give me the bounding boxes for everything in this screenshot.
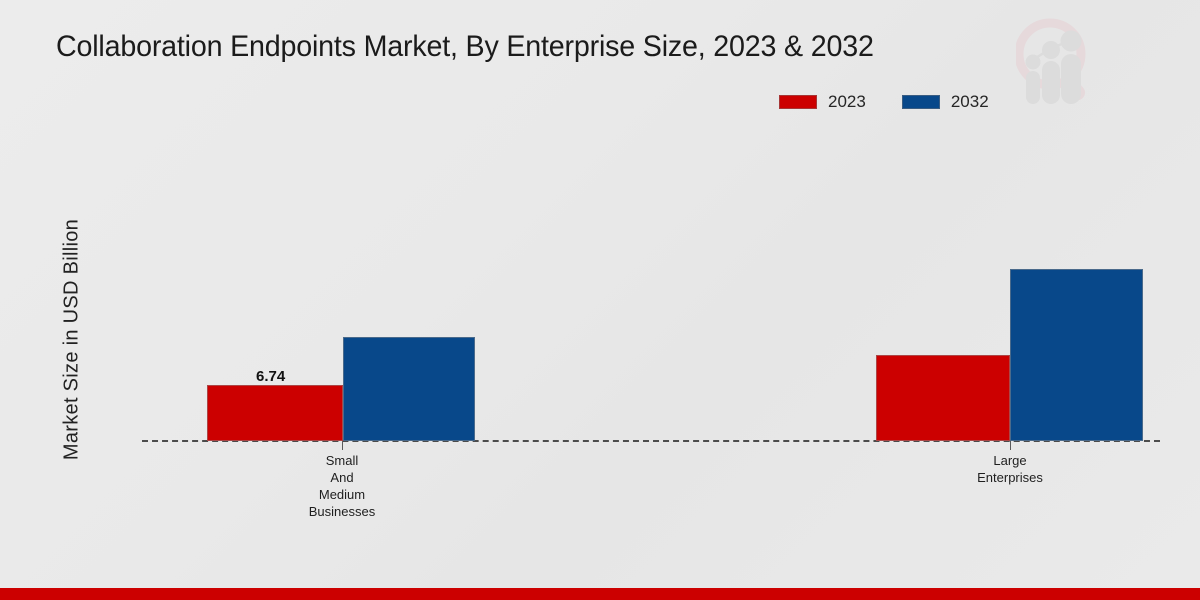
legend-item-2023[interactable]: 2023 [779,92,866,112]
legend-swatch-2023 [779,95,817,109]
category-line: Large [993,453,1027,468]
bar-2023-large[interactable] [876,355,1010,441]
category-line: Businesses [308,504,376,519]
category-line: Medium [318,487,366,502]
legend-item-2032[interactable]: 2032 [901,92,989,112]
category-line: And [330,470,354,485]
category-line: Small [325,453,359,468]
bar-2023-smb[interactable] [207,385,343,441]
page-title: Collaboration Endpoints Market, By Enter… [56,30,874,63]
legend-swatch-2032 [901,95,940,109]
x-axis-tick-2 [1010,441,1011,450]
bar-value-label-2023-smb: 6.74 [256,368,286,385]
bar-2032-large[interactable] [1010,269,1143,441]
x-axis-baseline [142,440,1160,442]
bar-2032-smb[interactable] [343,337,475,441]
category-line: Enterprises [977,470,1043,485]
x-axis-tick-1 [342,441,343,450]
x-axis-category-label-large: Large Enterprises [939,452,1081,486]
chart-legend: 2023 2032 [779,92,989,112]
legend-label-2023: 2023 [828,92,866,111]
x-axis-category-label-smb: Small And Medium Businesses [271,452,413,520]
legend-label-2032: 2032 [950,92,989,111]
footer-accent-bar [0,588,1200,600]
